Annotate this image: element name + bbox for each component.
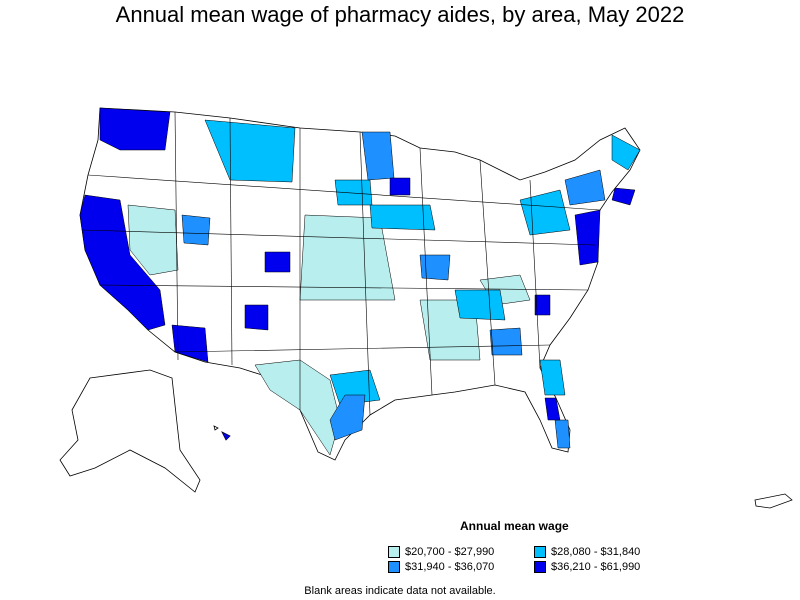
state-border	[419, 147, 433, 396]
legend-label: $28,080 - $31,840	[551, 546, 641, 558]
region-dark	[181, 214, 211, 246]
state-border	[99, 284, 589, 291]
region-medium	[369, 204, 436, 231]
map-title: Annual mean wage of pharmacy aides, by a…	[115, 2, 685, 27]
region-medium	[204, 119, 296, 183]
legend-item: $20,700 - $27,990	[388, 546, 494, 558]
region-deep	[244, 304, 269, 331]
region-deep	[264, 251, 291, 273]
region-deep	[221, 431, 231, 441]
region-deep	[544, 397, 561, 421]
region-medium	[454, 289, 506, 321]
state-border	[87, 174, 601, 211]
legend-swatch	[388, 546, 400, 558]
state-border	[174, 111, 179, 361]
legend-item: $36,210 - $61,990	[534, 561, 640, 573]
state-border	[229, 117, 233, 366]
region-deep	[99, 107, 171, 151]
puerto-rico	[754, 493, 793, 509]
legend-label: $20,700 - $27,990	[405, 546, 495, 558]
state-border	[529, 179, 541, 369]
region-deep	[611, 187, 636, 206]
region-light	[127, 204, 179, 276]
region-deep	[389, 177, 411, 196]
legend-swatch	[534, 561, 546, 573]
region-dark	[554, 419, 571, 449]
legend-title: Annual mean wage	[460, 519, 569, 533]
state-border	[81, 229, 596, 246]
hawaii-island	[213, 425, 219, 431]
legend-swatch	[534, 546, 546, 558]
state-border	[479, 159, 496, 386]
legend-label: $31,940 - $36,070	[405, 561, 495, 573]
state-border	[359, 131, 371, 416]
state-border	[174, 344, 551, 353]
legend-label: $36,210 - $61,990	[551, 561, 641, 573]
region-deep	[171, 324, 209, 363]
legend-item: $28,080 - $31,840	[534, 546, 640, 558]
legend-swatch	[388, 561, 400, 573]
region-dark	[564, 169, 606, 206]
region-deep	[79, 194, 166, 331]
legend-item: $31,940 - $36,070	[388, 561, 494, 573]
region-medium	[329, 369, 381, 406]
region-deep	[534, 294, 551, 316]
region-medium	[611, 134, 641, 171]
region-dark	[329, 394, 366, 441]
region-light	[299, 214, 396, 301]
data-note: Blank areas indicate data not available.	[304, 585, 496, 597]
region-medium	[539, 359, 566, 396]
region-dark	[419, 254, 451, 281]
alaska-outline	[59, 369, 201, 493]
region-dark	[489, 327, 523, 356]
region-deep	[574, 209, 601, 266]
